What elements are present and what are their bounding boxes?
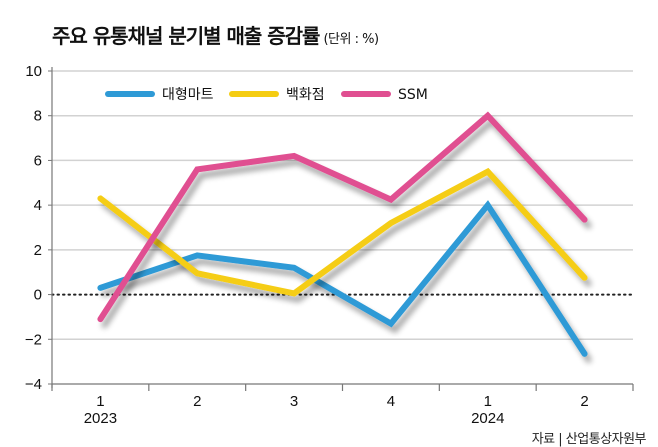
x-tick-label: 3 [290,393,298,410]
x-year-label: 2024 [471,410,504,427]
y-tick-label: 8 [34,108,42,125]
source-note: 자료 | 산업통상자원부 [531,432,647,447]
y-tick-label: 0 [34,287,42,304]
series-line-0 [97,200,588,357]
series-lines [97,111,588,357]
chart-title-text: 주요 유통채널 분기별 매출 증감률 [52,24,320,48]
series-line-2 [97,111,588,323]
y-tick-label: −2 [25,331,42,348]
x-tick-label: 1 [96,393,104,410]
y-tick-label: 10 [25,63,42,80]
legend-label: SSM [398,87,428,103]
legend-label: 대형마트 [162,87,214,103]
y-tick-label: 6 [34,152,42,169]
x-tick-label: 2 [580,393,588,410]
unit-note: (단위 : %) [323,32,379,47]
x-tick-label: 2 [193,393,201,410]
legend: 대형마트 백화점 SSM [105,87,428,103]
y-tick-label: 4 [34,197,42,214]
y-tick-label: 2 [34,242,42,259]
series-line-1 [97,167,588,297]
x-year-label: 2023 [84,410,117,427]
y-tick-label: −4 [25,376,42,393]
chart-title: 주요 유통채널 분기별 매출 증감률 (단위 : %) [52,20,379,49]
legend-label: 백화점 [286,87,325,103]
x-tick-label: 4 [387,393,395,410]
x-tick-label: 1 [484,393,492,410]
